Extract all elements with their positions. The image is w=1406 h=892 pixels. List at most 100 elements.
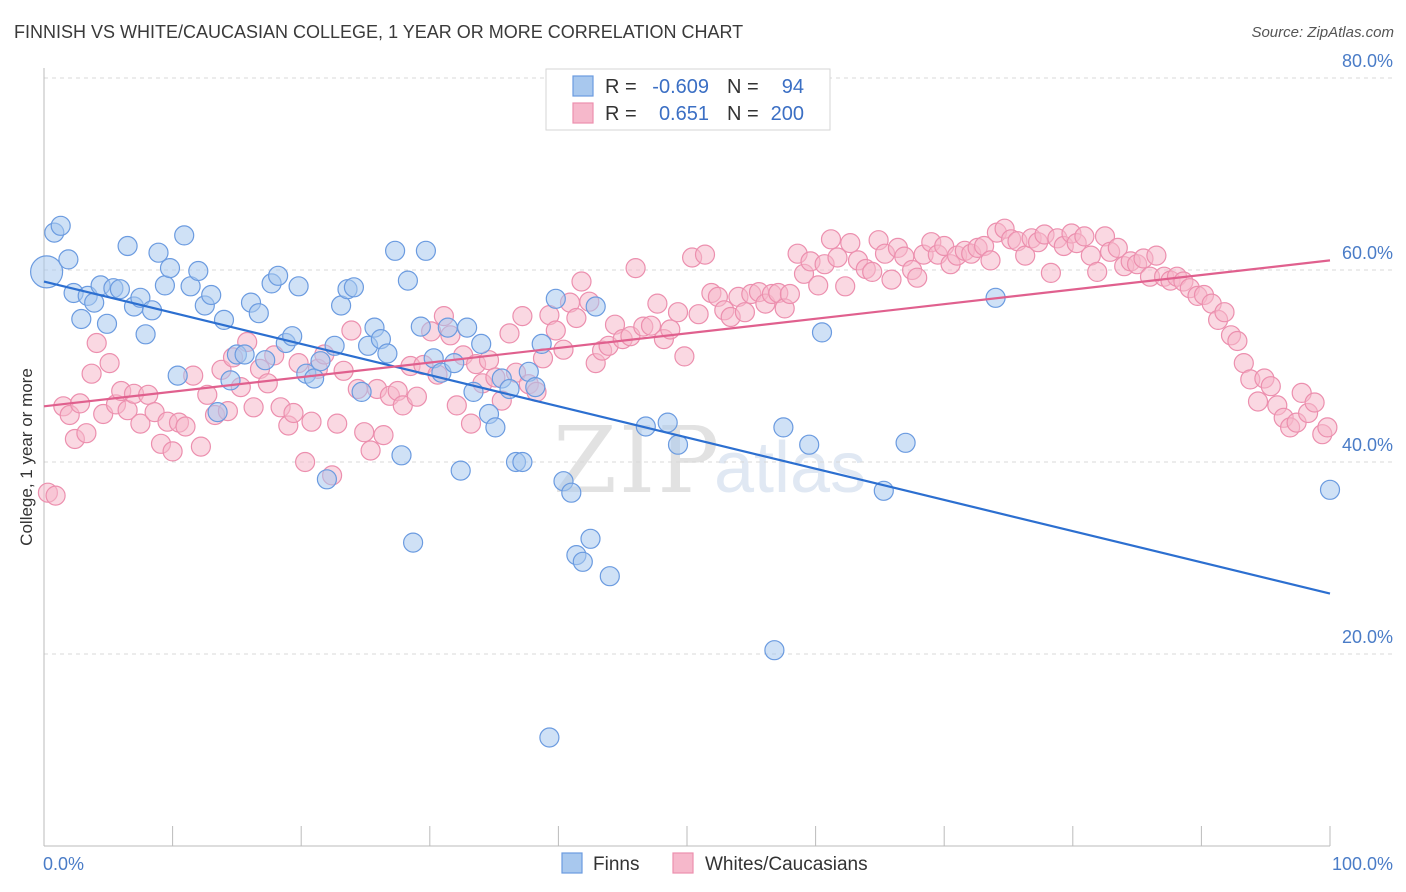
legend-r-label-whites: R = [605,103,637,125]
finns-point [167,365,188,386]
finns-point [895,432,916,453]
whites-point [1260,376,1281,397]
whites-point [820,229,842,250]
whites-point [1040,262,1062,283]
whites-point [647,293,668,314]
finns-point [799,434,820,455]
finns-point [1319,479,1341,500]
finns-point [188,260,209,282]
whites-point [446,395,467,416]
whites-point [1214,302,1235,323]
whites-point [257,373,278,394]
finns-point [96,313,118,334]
finns-point [130,287,151,308]
bottom-legend-label-finns: Finns [593,854,639,875]
finns-point [580,528,601,549]
finns-point [154,275,175,296]
finns-point [599,566,620,587]
correlation-legend: R = -0.609 N = 94 R = 0.651 N = 200 [545,68,831,131]
whites-point [130,413,151,434]
legend-n-value-finns: 94 [782,76,804,98]
finns-point [174,225,195,246]
finns-point [450,460,471,481]
legend-swatch-whites [572,102,594,124]
finns-point [545,288,566,309]
whites-point [512,306,533,327]
finns-point [391,445,412,466]
whites-point [175,416,196,437]
finns-point [148,242,169,263]
whites-point [197,384,218,405]
bottom-legend-label-whites: Whites/Caucasians [705,854,868,875]
whites-point [243,397,264,418]
finns-point [485,417,506,438]
whites-point [1074,226,1095,247]
whites-point [734,302,756,323]
finns-point [109,279,131,300]
whites-point [1087,261,1108,282]
finns-point [561,482,582,503]
whites-point [76,423,97,444]
whites-point [667,302,689,323]
whites-point [907,267,928,288]
whites-point [45,485,66,506]
whites-point [808,275,829,296]
whites-point [406,386,427,407]
x-tick-label-min: 0.0% [43,854,84,874]
whites-point [341,320,362,341]
bottom-legend-swatch-finns [561,852,583,874]
finns-point [234,344,255,365]
whites-point [360,440,381,461]
legend-r-value-finns: -0.609 [652,76,709,98]
finns-point [343,277,364,298]
legend-n-label-whites: N = [727,103,759,125]
legend-n-value-whites: 200 [771,103,804,125]
whites-point [674,346,695,367]
grid-lines [44,77,1392,655]
whites-point [1107,237,1128,258]
series-legend: Finns Whites/Caucasians [561,852,868,875]
finns-point [657,412,678,433]
legend-r-label-finns: R = [605,76,637,98]
trend-lines [43,259,1331,595]
finns-point [351,381,372,402]
y-tick-label-80: 80.0% [1342,51,1393,71]
whites-point [301,411,322,432]
whites-points [37,218,1338,506]
chart-source: Source: ZipAtlas.com [1251,24,1394,41]
finns-point [310,351,331,372]
y-tick-label-20: 20.0% [1342,627,1393,647]
legend-n-label-finns: N = [727,76,759,98]
finns-point [410,316,431,337]
finns-point [117,235,138,257]
whites-point [354,422,375,443]
finns-point [58,249,79,270]
finns-point [403,532,424,553]
finns-point [585,296,606,317]
whites-point [980,250,1001,271]
finns-point [248,303,269,324]
whites-point [499,323,520,344]
finns-point [437,317,458,338]
whites-point [86,332,107,354]
finns-point [71,308,92,330]
whites-point [295,451,316,473]
finns-point [572,551,593,572]
finns-point [385,240,406,261]
whites-point [688,304,709,325]
legend-swatch-finns [572,75,594,97]
y-axis-title: College, 1 year or more [17,368,36,546]
whites-point [1227,330,1248,352]
finns-point [811,322,833,343]
finns-point [512,451,533,473]
whites-point [1317,417,1338,438]
whites-point [625,258,646,279]
finns-point [316,469,337,490]
whites-point [190,436,211,457]
finns-point [255,350,276,371]
y-tick-label-40: 40.0% [1342,435,1393,455]
whites-point [81,363,102,384]
finns-point [539,727,560,748]
finns-point [444,353,465,374]
